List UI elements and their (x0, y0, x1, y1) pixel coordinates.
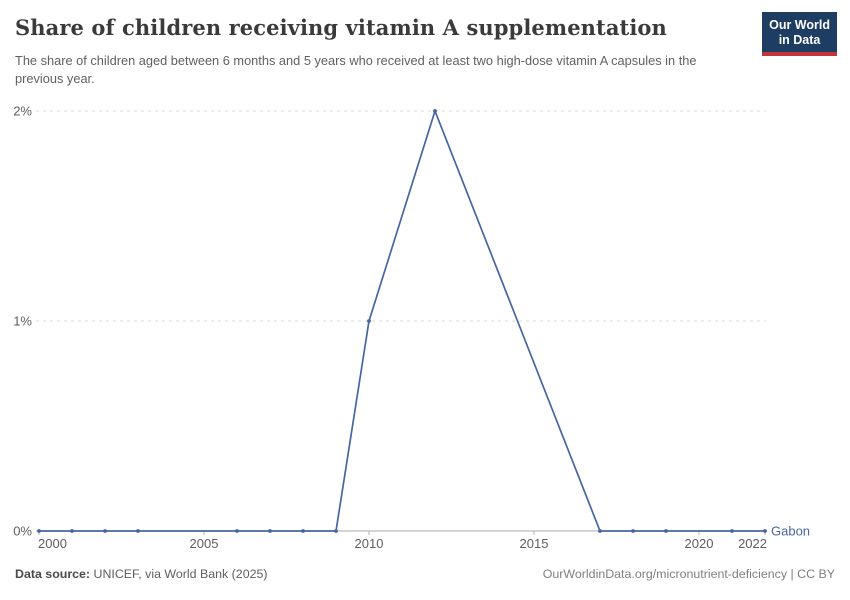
data-source: Data source: UNICEF, via World Bank (202… (15, 567, 268, 581)
data-point (334, 529, 338, 533)
data-source-label: Data source: (15, 567, 91, 581)
data-point (136, 529, 140, 533)
owid-logo-line2: in Data (778, 32, 821, 47)
owid-logo-line1: Our World (769, 18, 830, 32)
y-axis-tick-label: 1% (13, 314, 32, 329)
x-axis-tick-label: 2020 (685, 536, 714, 551)
y-axis-tick-label: 2% (13, 104, 32, 119)
data-point (103, 529, 107, 533)
data-point (433, 109, 437, 113)
line-chart: 0% 1% 2% 2000 2005 2010 2015 2020 2022 Gabon (13, 104, 810, 552)
data-source-value: UNICEF, via World Bank (2025) (90, 567, 268, 581)
data-point (664, 529, 668, 533)
data-point (301, 529, 305, 533)
data-point (70, 529, 74, 533)
y-axis-tick-label: 0% (13, 524, 32, 539)
data-point (763, 529, 767, 533)
data-point (268, 529, 272, 533)
data-point (367, 319, 371, 323)
x-axis-tick-label: 2000 (38, 536, 67, 551)
x-axis-tick-label: 2010 (355, 536, 384, 551)
data-point (37, 529, 41, 533)
x-axis-tick-label: 2005 (190, 536, 219, 551)
chart-footer: Data source: UNICEF, via World Bank (202… (15, 567, 835, 581)
data-point (730, 529, 734, 533)
owid-logo[interactable]: Our World in Data (762, 12, 837, 52)
owid-logo-accent-bar (762, 52, 837, 56)
x-axis-tick-label: 2015 (520, 536, 549, 551)
data-point (631, 529, 635, 533)
chart-subtitle: The share of children aged between 6 mon… (15, 53, 697, 86)
x-axis-tick-label: 2022 (738, 536, 767, 551)
chart-title: Share of children receiving vitamin A su… (15, 15, 667, 40)
data-point (235, 529, 239, 533)
series-label: Gabon (771, 524, 810, 539)
data-point (598, 529, 602, 533)
footer-link[interactable]: OurWorldinData.org/micronutrient-deficie… (542, 567, 835, 581)
